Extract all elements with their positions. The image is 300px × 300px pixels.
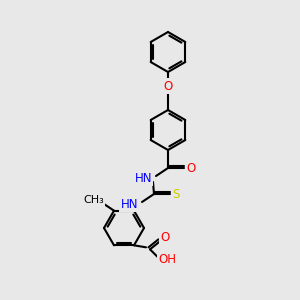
Text: O: O (160, 231, 169, 244)
Text: HN: HN (121, 197, 138, 211)
Text: O: O (164, 80, 172, 92)
Text: S: S (172, 188, 180, 200)
Text: OH: OH (158, 253, 176, 266)
Text: HN: HN (134, 172, 152, 184)
Text: O: O (186, 161, 196, 175)
Text: CH₃: CH₃ (84, 195, 104, 205)
